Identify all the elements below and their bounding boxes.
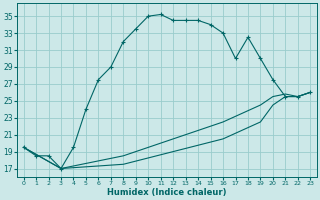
X-axis label: Humidex (Indice chaleur): Humidex (Indice chaleur): [107, 188, 227, 197]
